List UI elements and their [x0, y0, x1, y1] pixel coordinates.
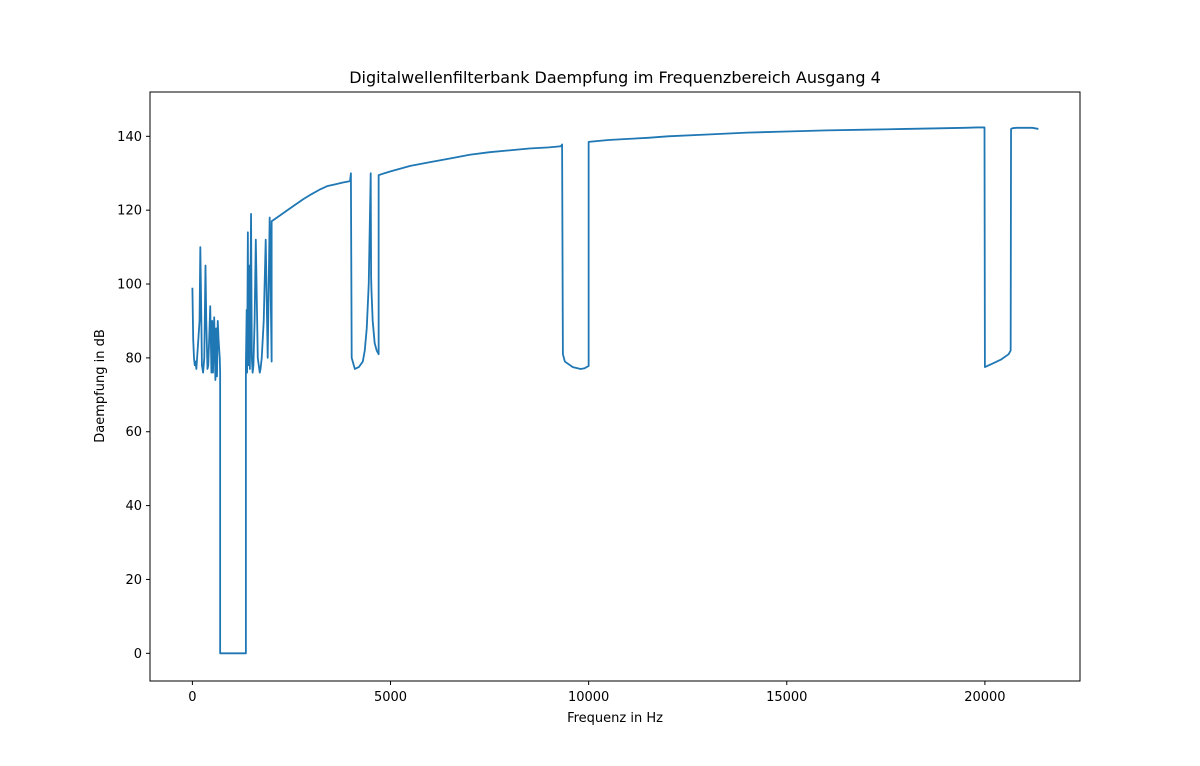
y-tick-label: 140 [117, 130, 142, 145]
x-axis-label: Frequenz in Hz [567, 711, 663, 726]
y-tick-label: 120 [117, 204, 142, 219]
y-axis-ticks: 0 20 40 60 80 100 120 140 [117, 130, 150, 662]
x-tick-label: 5000 [374, 690, 407, 705]
y-tick-label: 60 [125, 425, 142, 440]
y-tick-label: 20 [125, 573, 142, 588]
x-tick-label: 15000 [766, 690, 807, 705]
plot-frame [149, 91, 1081, 682]
y-tick-label: 80 [125, 351, 142, 366]
x-tick-label: 0 [188, 690, 196, 705]
series-line-0 [191, 126, 1039, 655]
x-axis-ticks: 0 5000 10000 15000 20000 [188, 681, 1006, 705]
plot-area [149, 91, 1081, 682]
y-axis-label: Daempfung in dB [93, 329, 108, 442]
y-tick-label: 0 [134, 647, 142, 662]
x-tick-label: 10000 [568, 690, 609, 705]
chart-title: Digitalwellenfilterbank Daempfung im Fre… [349, 68, 881, 87]
y-tick-label: 40 [125, 499, 142, 514]
x-tick-label: 20000 [964, 690, 1005, 705]
y-tick-label: 100 [117, 278, 142, 293]
